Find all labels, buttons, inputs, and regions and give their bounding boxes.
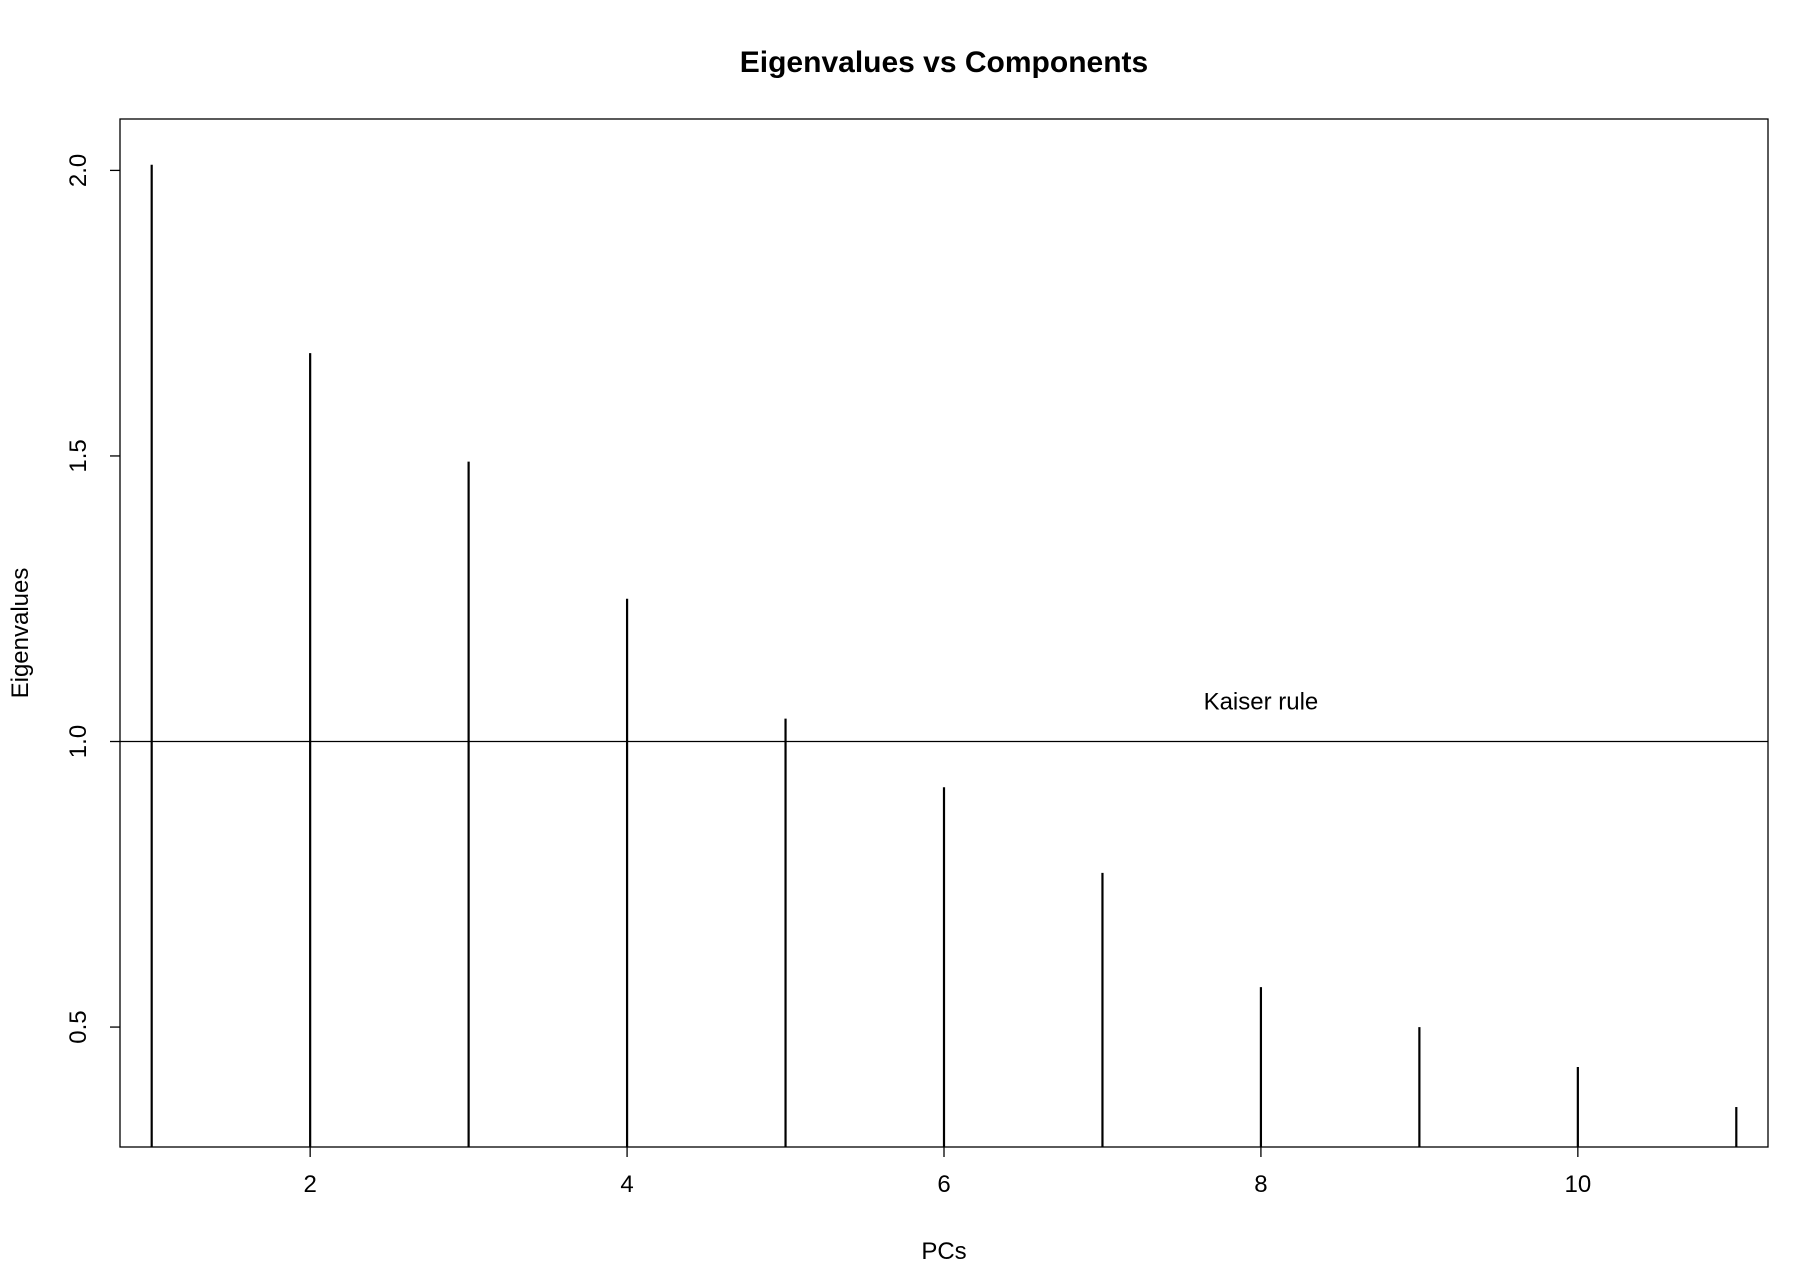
x-tick-label: 8: [1254, 1171, 1267, 1198]
y-tick-label: 1.0: [65, 725, 92, 758]
eigenvalue-bars: [150, 164, 1738, 1147]
x-tick-label: 10: [1564, 1171, 1591, 1198]
x-tick-label: 2: [303, 1171, 316, 1198]
y-axis-label: Eigenvalues: [7, 568, 34, 699]
kaiser-rule-reference: Kaiser rule: [120, 689, 1768, 743]
y-tick-label: 1.5: [65, 439, 92, 472]
x-tick-label: 6: [937, 1171, 950, 1198]
x-axis: 2 4 6 8 10: [303, 1147, 1591, 1198]
y-tick-label: 2.0: [65, 154, 92, 187]
x-axis-label: PCs: [921, 1238, 966, 1265]
y-tick-label: 0.5: [65, 1010, 92, 1043]
x-tick-label: 4: [620, 1171, 633, 1198]
kaiser-rule-label: Kaiser rule: [1204, 689, 1319, 716]
y-axis: 0.5 1.0 1.5 2.0: [65, 154, 120, 1044]
chart-title: Eigenvalues vs Components: [740, 46, 1148, 79]
